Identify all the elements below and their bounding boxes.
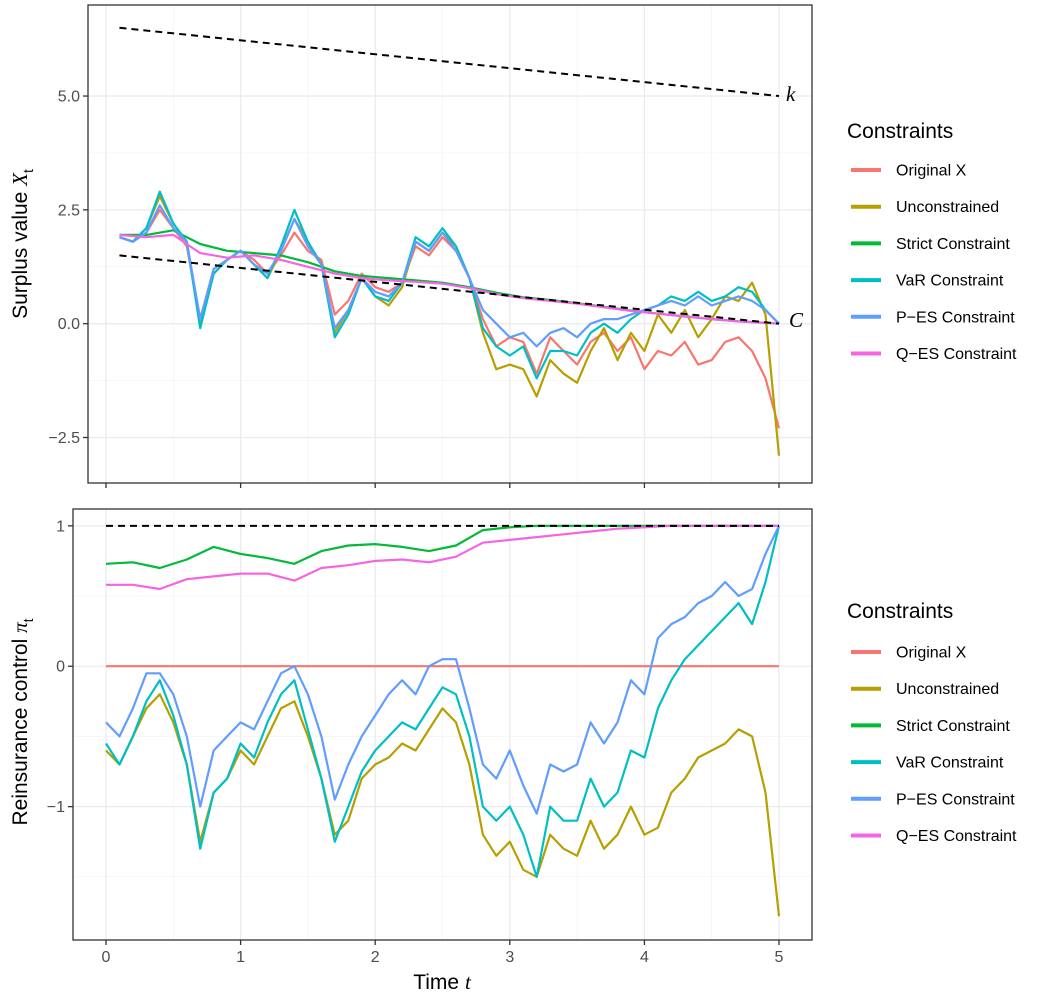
x-axis-title-var: t (465, 970, 472, 994)
surplus-x-ticks (105, 483, 780, 488)
surplus-legend-title: Constraints (847, 120, 953, 143)
reinsurance-y-axis-title-main: Reinsurance control (9, 633, 32, 826)
surplus-legend-label-strict-constraint: Strict Constraint (896, 236, 1010, 253)
surplus-series-lines (119, 190, 781, 456)
reinsurance-legend: Constraints Original X Unconstrained Stric… (847, 600, 1017, 845)
reinsurance-y-axis-title-var: π (8, 622, 32, 633)
surplus-y-axis-title-sub: t (20, 169, 36, 173)
surplus-y-tick-label: 5.0 (58, 89, 80, 106)
surplus-legend-label-p-es-constraint: P−ES Constraint (896, 309, 1015, 326)
surplus-reference-line-c (119, 254, 780, 325)
reinsurance-y-tick-label: 0 (56, 659, 65, 676)
k-line-label: k (786, 82, 796, 106)
reinsurance-y-tick-label: 1 (56, 518, 65, 535)
x-axis-title-main: Time (413, 971, 465, 994)
reinsurance-legend-title: Constraints (847, 600, 953, 623)
surplus-y-axis-title-main: Surplus value (9, 186, 32, 319)
reinsurance-legend-label-original-x: Original X (896, 645, 967, 662)
surplus-reference-lines (119, 26, 780, 325)
reinsurance-x-tick-label: 2 (371, 949, 380, 966)
surplus-y-tick-label: 2.5 (58, 202, 80, 219)
reinsurance-x-tick-label: 3 (505, 949, 514, 966)
surplus-y-ticks: 5.0 2.5 0.0 −2.5 (48, 89, 88, 447)
surplus-legend-label-unconstrained: Unconstrained (896, 199, 999, 216)
surplus-reference-line-k (119, 26, 780, 98)
reinsurance-panel-border (72, 508, 813, 941)
surplus-panel: k C 5.0 2.5 0.0 −2.5 Surplus value Xt (8, 4, 813, 488)
surplus-y-tick-label: 0.0 (58, 316, 80, 333)
surplus-panel-border (87, 4, 813, 484)
surplus-legend-label-original-x: Original X (896, 163, 967, 180)
surplus-legend-label-q-es-constraint: Q−ES Constraint (896, 346, 1017, 363)
surplus-legend: Constraints Original X Unconstrained Stric… (847, 120, 1017, 363)
reinsurance-x-ticks: 0 1 2 3 4 5 (102, 940, 784, 966)
reinsurance-x-tick-label: 5 (775, 949, 784, 966)
reinsurance-line-q-es-constraint (106, 524, 779, 591)
reinsurance-legend-label-strict-constraint: Strict Constraint (896, 718, 1010, 735)
reinsurance-y-axis-title-sub: t (20, 618, 36, 622)
reinsurance-legend-label-p-es-constraint: P−ES Constraint (896, 791, 1015, 808)
x-axis-title: Time t (413, 970, 472, 994)
surplus-y-axis-title: Surplus value Xt (8, 169, 36, 319)
reinsurance-legend-label-var-constraint: VaR Constraint (896, 755, 1004, 772)
reinsurance-legend-label-unconstrained: Unconstrained (896, 681, 999, 698)
c-line-label: C (789, 308, 804, 332)
surplus-y-tick-label: −2.5 (48, 430, 80, 447)
reinsurance-line-var-constraint (105, 525, 781, 878)
reinsurance-line-p-es-constraint (105, 525, 780, 815)
surplus-grid (88, 5, 812, 483)
reinsurance-series-lines (105, 524, 781, 917)
surplus-legend-label-var-constraint: VaR Constraint (896, 273, 1004, 290)
reinsurance-x-tick-label: 4 (640, 949, 649, 966)
reinsurance-y-tick-label: −1 (47, 799, 65, 816)
reinsurance-y-ticks: 1 0 −1 (47, 518, 73, 816)
reinsurance-y-axis-title: Reinsurance control πt (8, 618, 36, 825)
surplus-line-q-es-constraint (119, 233, 780, 325)
surplus-y-axis-title-var: X (8, 172, 32, 187)
reinsurance-legend-label-q-es-constraint: Q−ES Constraint (896, 828, 1017, 845)
reinsurance-x-tick-label: 0 (102, 949, 111, 966)
reinsurance-x-tick-label: 1 (236, 949, 245, 966)
